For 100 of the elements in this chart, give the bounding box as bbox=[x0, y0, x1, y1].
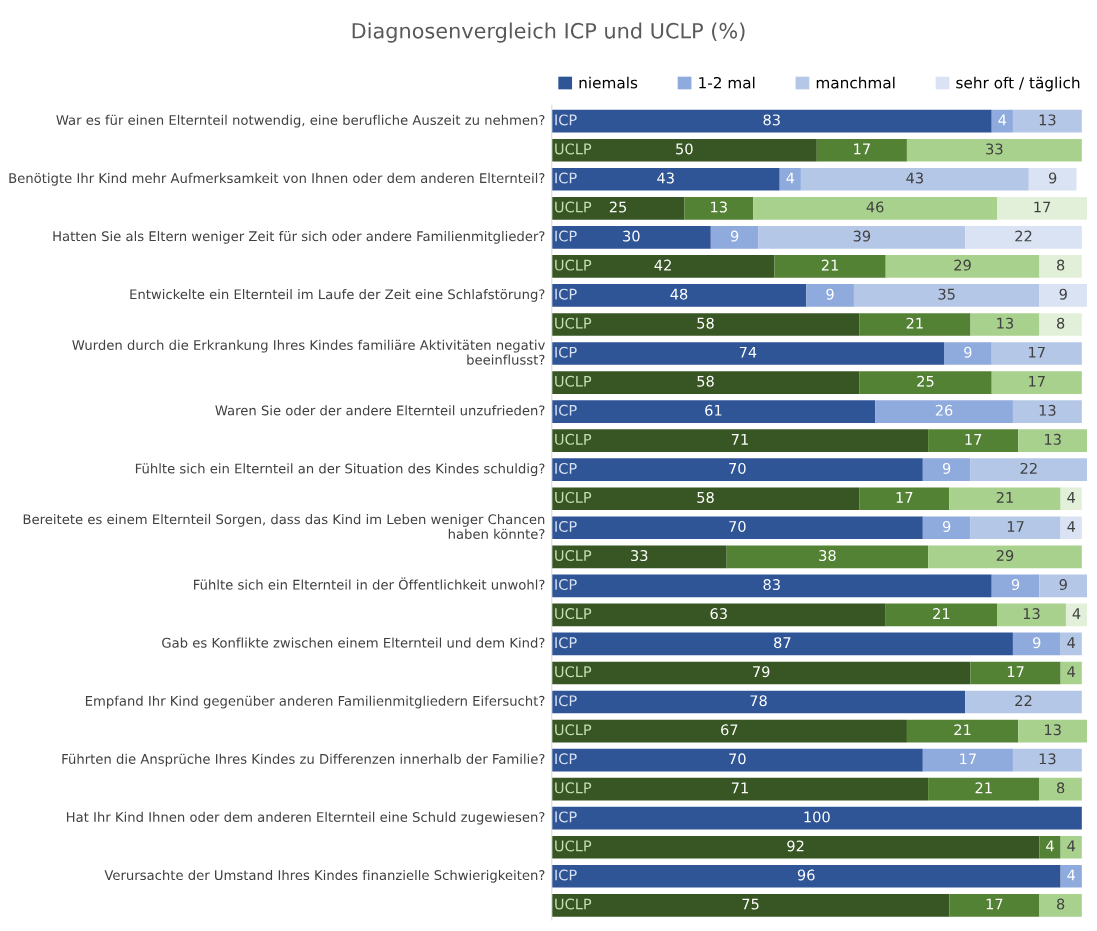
data-label: 58 bbox=[697, 491, 714, 503]
y-tick-label: Fühlte sich ein Elternteil in der Öffentlichkeit unwohl? bbox=[194, 577, 545, 590]
data-label: 70 bbox=[729, 753, 746, 765]
bar bbox=[1028, 167, 1077, 191]
bar bbox=[965, 690, 1082, 714]
data-label: 21 bbox=[933, 608, 950, 619]
data-label: 13 bbox=[997, 317, 1014, 329]
data-label: 4 bbox=[786, 172, 795, 184]
bar bbox=[551, 487, 860, 511]
data-label: 9 bbox=[1033, 637, 1041, 649]
data-label: 9 bbox=[1059, 288, 1067, 300]
bar bbox=[753, 196, 998, 220]
data-label: 74 bbox=[739, 346, 757, 358]
bar bbox=[1039, 893, 1082, 917]
data-label: 4 bbox=[1067, 869, 1076, 881]
bar bbox=[774, 255, 886, 278]
data-label: 26 bbox=[935, 404, 953, 416]
data-label: 21 bbox=[954, 724, 971, 736]
bar bbox=[551, 806, 1082, 830]
annotation: UCLP bbox=[555, 143, 592, 155]
annotation: ICP bbox=[555, 520, 577, 532]
data-label: 4 bbox=[1067, 492, 1076, 503]
y-tick-label: Entwickelte ein Elternteil im Laufe der Zeit eine Schlafstörung? bbox=[130, 289, 545, 302]
annotation: ICP bbox=[555, 579, 577, 591]
data-label: 83 bbox=[763, 114, 780, 126]
bar bbox=[551, 748, 923, 772]
annotation: ICP bbox=[555, 230, 577, 242]
bar bbox=[551, 545, 727, 569]
data-label: 22 bbox=[1020, 462, 1037, 474]
data-label: 48 bbox=[670, 288, 688, 300]
bar bbox=[551, 109, 992, 133]
bar bbox=[1012, 109, 1082, 133]
data-label: 8 bbox=[1056, 259, 1065, 271]
bar bbox=[922, 748, 1013, 772]
data-label: 43 bbox=[906, 172, 923, 184]
bar bbox=[859, 313, 971, 336]
bar bbox=[885, 603, 998, 627]
bar bbox=[1039, 777, 1082, 801]
data-label: 21 bbox=[975, 782, 992, 794]
data-label: 8 bbox=[1056, 782, 1065, 794]
bar bbox=[758, 226, 966, 249]
bar bbox=[551, 226, 711, 249]
bar bbox=[551, 777, 929, 801]
annotation: ICP bbox=[555, 172, 577, 184]
data-label: 70 bbox=[729, 462, 746, 474]
bar bbox=[551, 371, 860, 394]
y-tick-label: Wurden durch die Erkrankung Ihres Kindes familiäre Aktivitäten negativ beeinflusst? bbox=[72, 339, 545, 365]
data-label: 13 bbox=[1039, 753, 1056, 765]
bar bbox=[1039, 284, 1088, 307]
annotation: ICP bbox=[555, 637, 577, 649]
data-label: 25 bbox=[917, 375, 934, 387]
bar bbox=[1060, 864, 1082, 888]
data-label: 13 bbox=[1023, 608, 1040, 620]
data-label: 39 bbox=[853, 230, 871, 242]
data-label: 9 bbox=[1059, 579, 1067, 591]
annotation: UCLP bbox=[555, 840, 592, 852]
bar bbox=[965, 226, 1082, 249]
data-label: 4 bbox=[1046, 840, 1054, 852]
data-label: 17 bbox=[1029, 346, 1045, 358]
data-label: 9 bbox=[942, 520, 951, 532]
bar bbox=[1018, 719, 1088, 743]
data-label: 100 bbox=[804, 811, 830, 823]
data-label: 83 bbox=[763, 579, 780, 591]
legend-label: sehr oft / täglich bbox=[956, 76, 1080, 92]
data-label: 71 bbox=[731, 782, 748, 794]
bar bbox=[1012, 400, 1082, 423]
data-label: 70 bbox=[729, 520, 746, 532]
bar bbox=[922, 458, 971, 482]
data-label: 9 bbox=[1048, 172, 1057, 184]
bar bbox=[806, 284, 854, 307]
bar bbox=[1039, 255, 1082, 278]
bar bbox=[551, 661, 971, 685]
data-label: 21 bbox=[996, 491, 1013, 503]
bar bbox=[928, 545, 1082, 569]
annotation: UCLP bbox=[555, 491, 592, 503]
legend-label: 1-2 mal bbox=[699, 76, 755, 89]
data-label: 17 bbox=[965, 434, 982, 445]
data-label: 29 bbox=[996, 550, 1014, 562]
data-label: 58 bbox=[697, 317, 714, 329]
bar bbox=[928, 429, 1019, 452]
data-label: 17 bbox=[896, 492, 913, 503]
data-label: 43 bbox=[657, 172, 674, 184]
legend-label: niemals bbox=[579, 76, 638, 89]
bar bbox=[551, 603, 886, 627]
bar bbox=[991, 371, 1082, 394]
legend-label: manchmal bbox=[816, 76, 895, 89]
bar bbox=[551, 429, 929, 452]
data-label: 22 bbox=[1015, 695, 1032, 707]
bar bbox=[551, 719, 907, 743]
bar bbox=[970, 313, 1040, 336]
data-label: 17 bbox=[960, 753, 976, 765]
bar bbox=[551, 516, 923, 540]
chart-title: Diagnosenvergleich ICP und UCLP (%) bbox=[352, 22, 745, 43]
data-label: 46 bbox=[866, 201, 884, 213]
bar bbox=[991, 574, 1040, 598]
bar bbox=[551, 342, 945, 365]
data-label: 17 bbox=[1007, 521, 1024, 532]
data-label: 33 bbox=[986, 143, 1003, 155]
data-label: 4 bbox=[1067, 521, 1076, 532]
bar bbox=[726, 545, 929, 569]
